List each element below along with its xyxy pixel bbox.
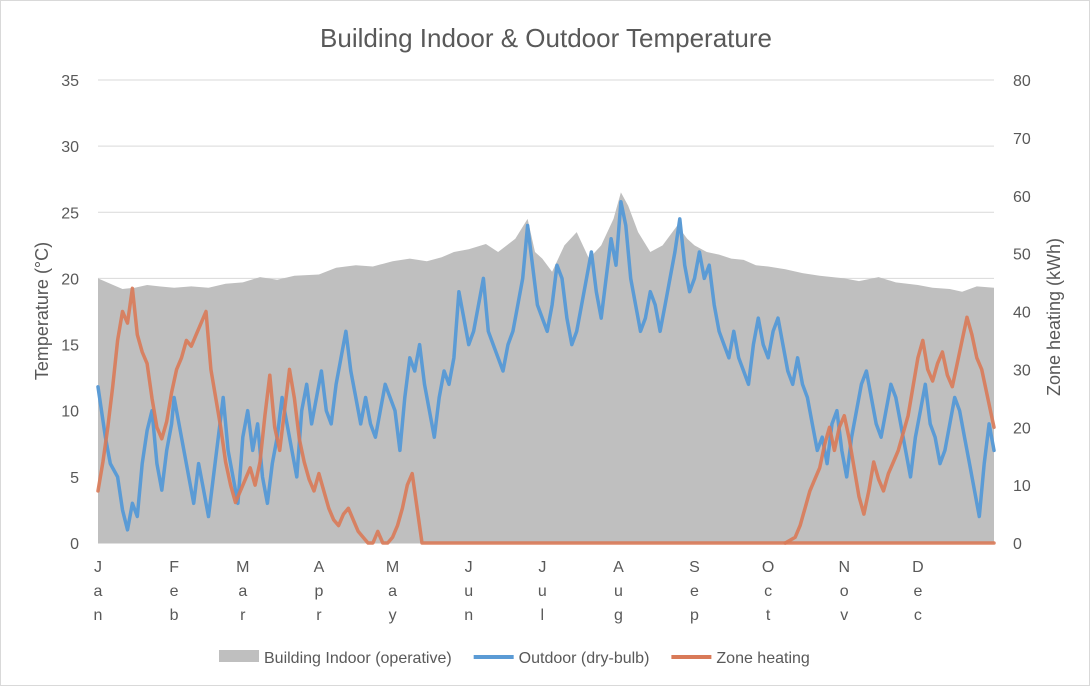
x-month-label: Sep	[689, 559, 700, 624]
y-tick-label: 35	[61, 73, 79, 90]
y2-tick-label: 80	[1013, 73, 1031, 90]
legend-item: Zone heating	[671, 650, 810, 667]
x-month-letter: e	[170, 583, 179, 600]
x-month-letter: u	[538, 583, 547, 600]
legend: Building Indoor (operative) Outdoor (dry-…	[219, 650, 810, 667]
y-tick-label: 0	[70, 536, 79, 553]
x-month-letter: N	[838, 559, 850, 576]
y2-tick-label: 20	[1013, 420, 1031, 437]
legend-label: Outdoor (dry-bulb)	[519, 650, 650, 667]
x-month-letter: A	[613, 559, 624, 576]
y-tick-label: 10	[61, 404, 79, 421]
x-month-label: Aug	[613, 559, 624, 624]
x-month-letter: S	[689, 559, 700, 576]
x-month-letter: u	[614, 583, 623, 600]
x-month-label: Oct	[762, 559, 774, 624]
x-month-letter: c	[914, 607, 922, 624]
x-month-letter: a	[388, 583, 397, 600]
x-month-letter: a	[94, 583, 103, 600]
indoor-area-layer	[98, 192, 994, 543]
x-month-letter: b	[170, 607, 179, 624]
legend-item: Building Indoor (operative)	[219, 650, 452, 667]
x-month-label: Nov	[838, 559, 850, 624]
x-month-label: May	[386, 559, 399, 624]
x-month-letter: l	[541, 607, 545, 624]
y2-tick-label: 50	[1013, 247, 1031, 264]
x-month-letter: J	[465, 559, 473, 576]
y-tick-label: 15	[61, 338, 79, 355]
x-month-letter: r	[240, 607, 246, 624]
series-lines-layer	[96, 199, 996, 545]
zone-heating-line	[96, 286, 996, 545]
x-month-letter: o	[840, 583, 849, 600]
x-month-letter: v	[840, 607, 848, 624]
x-month-letter: e	[690, 583, 699, 600]
indoor-area-series	[98, 192, 994, 543]
y2-axis-title: Zone heating (kWh)	[1044, 238, 1064, 396]
right-axis-ticks: 0 10 20 30 40 50 60 70 80	[1013, 73, 1031, 553]
x-month-letter: y	[389, 607, 397, 624]
x-month-letter: e	[913, 583, 922, 600]
x-month-letter: J	[94, 559, 102, 576]
x-month-letter: M	[386, 559, 399, 576]
x-month-letter: u	[464, 583, 473, 600]
x-month-label: Feb	[169, 559, 179, 624]
x-month-label: Jul	[538, 559, 547, 624]
x-month-letter: F	[169, 559, 179, 576]
x-month-letter: n	[94, 607, 103, 624]
x-month-letter: g	[614, 607, 623, 624]
x-month-label: Dec	[912, 559, 924, 624]
x-month-letter: c	[764, 583, 772, 600]
x-month-letter: t	[766, 607, 771, 624]
outdoor-line	[96, 199, 996, 532]
x-month-letter: r	[316, 607, 322, 624]
x-month-letter: n	[464, 607, 473, 624]
y2-tick-label: 30	[1013, 362, 1031, 379]
legend-label: Zone heating	[716, 650, 809, 667]
zone-heating-line-late	[783, 315, 996, 545]
x-month-letter: A	[314, 559, 325, 576]
y-tick-label: 30	[61, 139, 79, 156]
legend-item: Outdoor (dry-bulb)	[473, 650, 650, 667]
y2-tick-label: 70	[1013, 131, 1031, 148]
y2-tick-label: 40	[1013, 305, 1031, 322]
x-month-letter: p	[314, 583, 323, 600]
x-month-letter: J	[538, 559, 546, 576]
chart-title: Building Indoor & Outdoor Temperature	[320, 23, 772, 53]
y-tick-label: 25	[61, 205, 79, 222]
x-month-letter: D	[912, 559, 924, 576]
x-month-label: Jun	[464, 559, 473, 624]
x-month-letter: O	[762, 559, 774, 576]
legend-label: Building Indoor (operative)	[264, 650, 452, 667]
left-axis-ticks: 0 5 10 15 20 25 30 35	[61, 73, 79, 553]
y2-tick-label: 10	[1013, 478, 1031, 495]
y-axis-title: Temperature (°C)	[32, 242, 52, 380]
x-month-letter: M	[236, 559, 249, 576]
x-month-label: Apr	[314, 559, 325, 624]
y-tick-label: 20	[61, 271, 79, 288]
legend-swatch	[219, 650, 259, 662]
x-month-letter: a	[238, 583, 247, 600]
y2-tick-label: 0	[1013, 536, 1022, 553]
y2-tick-label: 60	[1013, 189, 1031, 206]
y-tick-label: 5	[70, 470, 79, 487]
x-month-letter: p	[690, 607, 699, 624]
x-month-label: Mar	[236, 559, 249, 624]
x-month-label: Jan	[94, 559, 103, 624]
